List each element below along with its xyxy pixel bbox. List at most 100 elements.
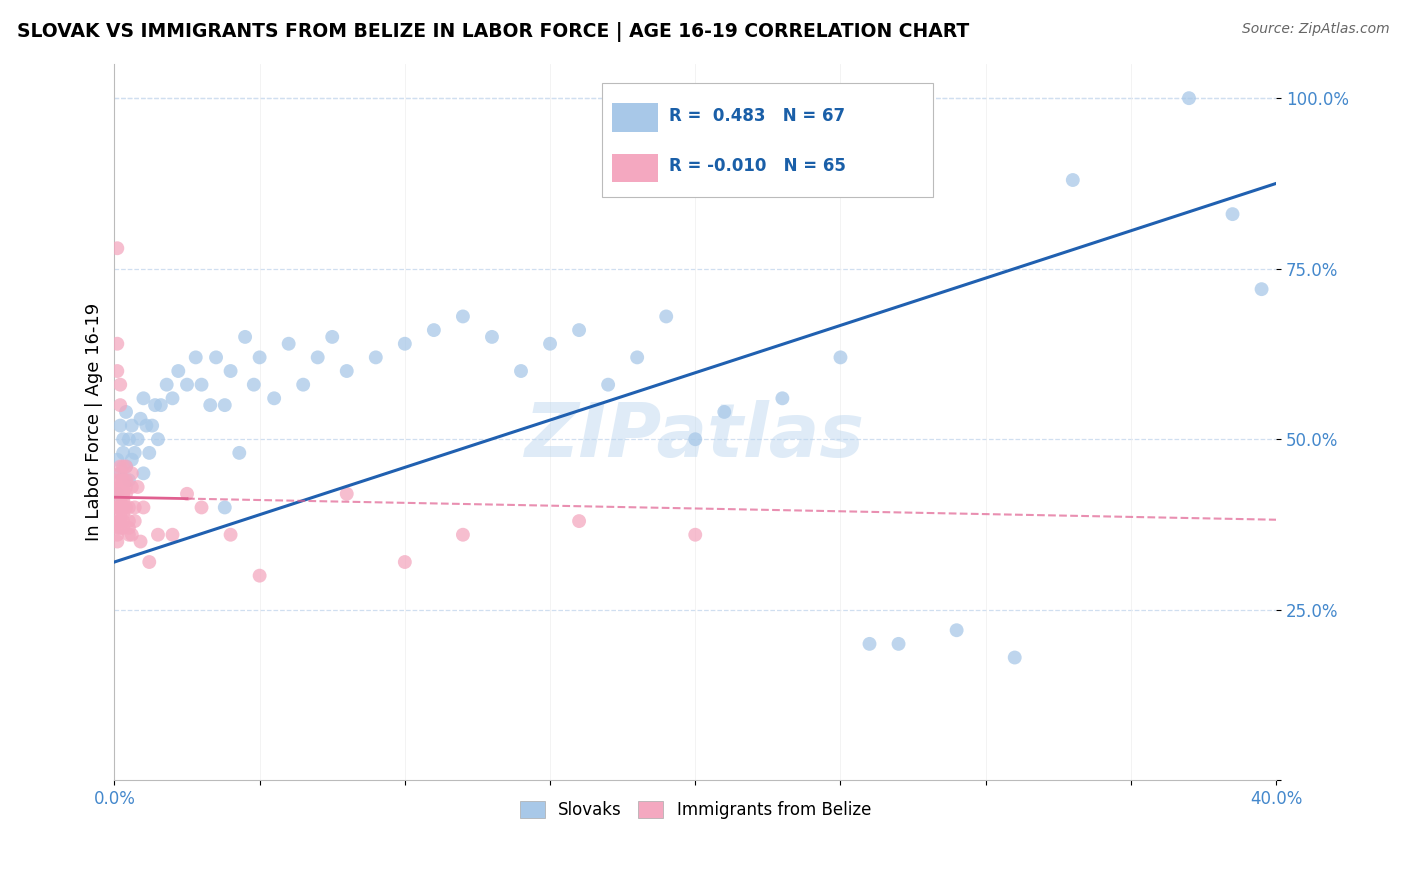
Point	[110, 377, 132, 392]
Point	[200, 398, 222, 412]
Point	[129, 534, 152, 549]
Y-axis label: In Labor Force | Age 16-19: In Labor Force | Age 16-19	[86, 303, 103, 541]
Point	[219, 527, 242, 541]
Point	[336, 364, 359, 378]
Point	[858, 637, 880, 651]
Point	[336, 487, 359, 501]
Point	[249, 568, 271, 582]
Point	[277, 336, 299, 351]
Point	[132, 500, 155, 515]
Point	[118, 514, 141, 528]
Point	[121, 480, 143, 494]
Point	[118, 473, 141, 487]
Point	[138, 555, 160, 569]
Point	[115, 487, 138, 501]
Point	[263, 392, 285, 406]
Point	[105, 487, 128, 501]
Point	[394, 555, 416, 569]
Point	[105, 534, 128, 549]
Point	[683, 432, 706, 446]
FancyBboxPatch shape	[602, 83, 934, 196]
Point	[115, 473, 138, 487]
Point	[115, 405, 138, 419]
Point	[127, 480, 149, 494]
Point	[141, 418, 163, 433]
Point	[162, 392, 184, 406]
Point	[110, 521, 132, 535]
Text: R =  0.483   N = 67: R = 0.483 N = 67	[668, 107, 845, 126]
Point	[112, 493, 135, 508]
Point	[110, 508, 132, 522]
FancyBboxPatch shape	[612, 103, 658, 132]
Point	[110, 487, 132, 501]
Point	[945, 624, 967, 638]
Point	[1004, 650, 1026, 665]
Point	[112, 459, 135, 474]
Point	[423, 323, 446, 337]
Point	[713, 405, 735, 419]
Point	[121, 467, 143, 481]
Point	[292, 377, 315, 392]
Point	[146, 527, 169, 541]
Point	[770, 392, 793, 406]
Point	[110, 514, 132, 528]
Point	[121, 418, 143, 433]
Point	[538, 336, 561, 351]
Point	[110, 480, 132, 494]
Point	[112, 500, 135, 515]
Point	[830, 351, 852, 365]
Point	[162, 527, 184, 541]
Point	[115, 480, 138, 494]
Point	[112, 487, 135, 501]
Point	[105, 521, 128, 535]
Point	[105, 452, 128, 467]
Point	[1178, 91, 1201, 105]
Point	[451, 527, 474, 541]
Point	[321, 330, 343, 344]
Point	[228, 446, 250, 460]
Point	[364, 351, 387, 365]
Point	[110, 514, 132, 528]
Point	[121, 527, 143, 541]
Point	[105, 364, 128, 378]
Point	[118, 432, 141, 446]
Point	[124, 500, 146, 515]
Point	[568, 514, 591, 528]
Point	[110, 467, 132, 481]
Point	[451, 310, 474, 324]
Point	[598, 377, 620, 392]
Point	[110, 493, 132, 508]
Point	[115, 459, 138, 474]
Point	[219, 364, 242, 378]
Point	[568, 323, 591, 337]
Point	[115, 459, 138, 474]
Point	[205, 351, 228, 365]
Point	[110, 459, 132, 474]
Point	[156, 377, 179, 392]
Point	[510, 364, 533, 378]
Point	[132, 392, 155, 406]
Point	[105, 473, 128, 487]
Point	[129, 411, 152, 425]
Point	[112, 487, 135, 501]
Point	[110, 467, 132, 481]
Text: Source: ZipAtlas.com: Source: ZipAtlas.com	[1241, 22, 1389, 37]
Point	[149, 398, 172, 412]
Point	[118, 521, 141, 535]
Point	[110, 480, 132, 494]
Point	[307, 351, 329, 365]
Point	[105, 336, 128, 351]
Point	[105, 500, 128, 515]
Point	[233, 330, 256, 344]
Point	[105, 241, 128, 255]
Text: SLOVAK VS IMMIGRANTS FROM BELIZE IN LABOR FORCE | AGE 16-19 CORRELATION CHART: SLOVAK VS IMMIGRANTS FROM BELIZE IN LABO…	[17, 22, 969, 42]
Point	[481, 330, 503, 344]
Point	[105, 527, 128, 541]
Point	[214, 500, 236, 515]
FancyBboxPatch shape	[612, 153, 658, 182]
Point	[249, 351, 271, 365]
Point	[105, 500, 128, 515]
Point	[1250, 282, 1272, 296]
Point	[105, 487, 128, 501]
Point	[124, 446, 146, 460]
